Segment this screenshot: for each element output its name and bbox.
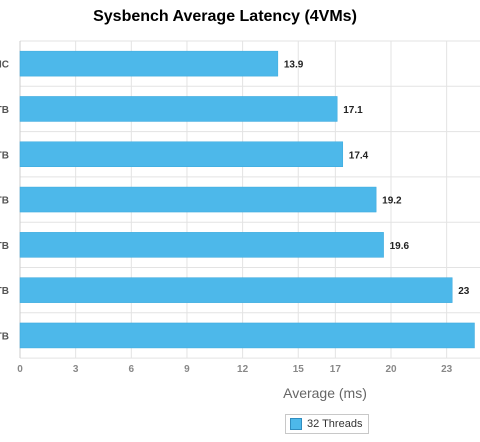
chart-title: Sysbench Average Latency (4VMs) [93,8,357,25]
x-tick-label: 15 [293,364,305,375]
x-tick-label: 3 [73,364,79,375]
y-category-label: TB [0,150,9,161]
bar [19,322,475,349]
x-tick-label: 12 [237,364,249,375]
bar-value-label: 17.1 [343,105,363,116]
y-category-label: NC [0,60,9,71]
bar [19,141,344,167]
x-axis-label: Average (ms) [283,385,367,401]
y-category-label: TB [0,105,9,116]
bar [19,277,453,303]
bar-value-label: 19.6 [390,241,410,252]
x-tick-label: 20 [385,364,397,375]
x-tick-label: 6 [129,364,135,375]
y-category-label: TB [0,331,9,342]
legend-label: 32 Threads [307,418,363,430]
x-tick-label: 0 [17,364,23,375]
bar [19,232,384,258]
y-category-label: TB [0,196,9,207]
bar-value-label: 17.4 [349,150,369,161]
bar [19,96,338,122]
y-category-label: TB [0,241,9,252]
x-tick-label: 17 [330,364,342,375]
x-tick-label: 9 [184,364,190,375]
bar [19,186,377,213]
y-category-label: TB [0,286,9,297]
bar-value-label: 23 [458,286,470,297]
bar-value-label: 13.9 [284,60,304,71]
x-tick-label: 23 [441,364,453,375]
bar-value-label: 19.2 [382,196,402,207]
legend: 32 Threads [285,414,370,434]
bar [19,50,279,77]
legend-swatch [290,418,302,430]
